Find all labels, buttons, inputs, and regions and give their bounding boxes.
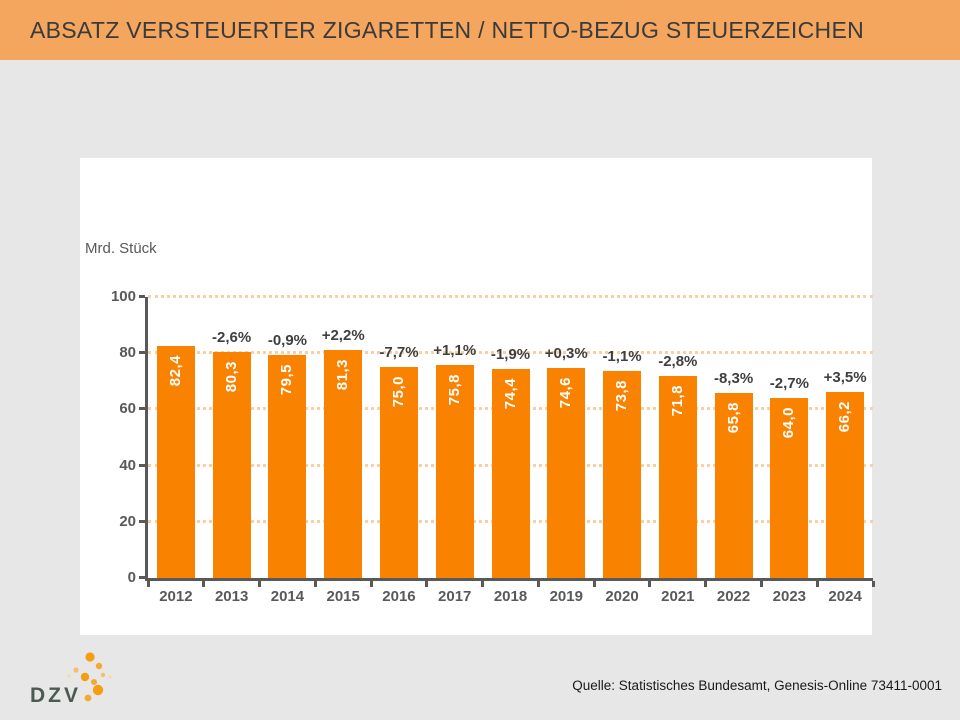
x-tick-label-2024: 2024 bbox=[828, 588, 862, 605]
pct-change-2022: -8,3% bbox=[713, 370, 754, 388]
pct-change-2018: -1,9% bbox=[490, 345, 531, 363]
bar-value-2021: 71,8 bbox=[668, 385, 686, 417]
plot-area: 0 20 40 60 80 100 82,4 2012 80,3 -2,6% 2013 79,5 -0,… bbox=[111, 288, 875, 605]
x-tick-mark-6 bbox=[481, 581, 485, 587]
y-tick-mark-100 bbox=[139, 295, 145, 298]
pct-change-2013: -2,6% bbox=[212, 329, 252, 347]
bar-2015: 81,3 bbox=[324, 349, 363, 578]
bar-2024: 66,2 bbox=[826, 391, 865, 578]
bar-value-2015: 81,3 bbox=[334, 358, 352, 390]
pct-change-2014: -0,9% bbox=[267, 331, 308, 349]
bar-value-2017: 75,8 bbox=[445, 374, 463, 406]
chart-panel: Mrd. Stück 0 20 40 60 80 100 82,4 2012 80,3 -2,6%… bbox=[80, 158, 875, 635]
bar-2019: 74,6 bbox=[547, 368, 586, 578]
gridline-100 bbox=[148, 295, 873, 298]
x-tick-label-2014: 2014 bbox=[270, 588, 305, 605]
bar-value-2019: 74,6 bbox=[557, 377, 575, 409]
y-tick-label-80: 80 bbox=[119, 344, 136, 362]
x-tick-label-2016: 2016 bbox=[382, 588, 416, 605]
bar-value-2020: 73,8 bbox=[613, 379, 631, 411]
pct-change-2021: -2,8% bbox=[658, 353, 698, 371]
page-title: ABSATZ VERSTEUERTER ZIGARETTEN / NETTO-B… bbox=[30, 16, 864, 43]
x-tick-mark-12 bbox=[815, 581, 819, 587]
x-tick-label-2019: 2019 bbox=[549, 588, 583, 605]
pct-change-2020: -1,1% bbox=[602, 347, 642, 365]
x-tick-label-2012: 2012 bbox=[159, 588, 193, 605]
bar-2014: 79,5 bbox=[268, 354, 307, 578]
bar-2021: 71,8 bbox=[658, 376, 697, 578]
x-tick-mark-10 bbox=[704, 581, 708, 587]
bar-2018: 74,4 bbox=[491, 368, 530, 578]
y-axis-unit-label: Mrd. Stück bbox=[85, 240, 157, 257]
y-tick-mark-60 bbox=[139, 407, 145, 411]
bar-value-2016: 75,0 bbox=[389, 376, 407, 408]
x-tick-label-2018: 2018 bbox=[493, 588, 528, 605]
bar-2023: 64,0 bbox=[770, 398, 809, 578]
x-tick-label-2017: 2017 bbox=[438, 588, 472, 605]
y-tick-mark-0 bbox=[139, 576, 145, 579]
bar-value-2023: 64,0 bbox=[780, 407, 798, 439]
x-tick-mark-2 bbox=[258, 581, 262, 587]
x-tick-mark-9 bbox=[648, 581, 652, 587]
header-banner: ABSATZ VERSTEUERTER ZIGARETTEN / NETTO-B… bbox=[0, 0, 960, 60]
y-tick-label-100: 100 bbox=[110, 288, 136, 305]
x-tick-mark-13 bbox=[871, 581, 875, 587]
x-tick-label-2022: 2022 bbox=[716, 588, 751, 605]
y-tick-label-20: 20 bbox=[119, 512, 136, 530]
pct-change-2019: +0,3% bbox=[544, 345, 588, 363]
x-tick-mark-8 bbox=[592, 581, 596, 587]
x-tick-label-2023: 2023 bbox=[772, 588, 807, 605]
x-tick-label-2021: 2021 bbox=[661, 588, 695, 605]
pct-change-2017: +1,1% bbox=[433, 342, 477, 360]
bar-2022: 65,8 bbox=[714, 393, 753, 578]
x-tick-label-2015: 2015 bbox=[326, 588, 360, 605]
x-tick-mark-1 bbox=[202, 581, 206, 587]
x-tick-mark-4 bbox=[369, 581, 373, 587]
y-tick-mark-80 bbox=[139, 351, 145, 355]
pct-change-2015: +2,2% bbox=[321, 326, 365, 344]
x-tick-mark-11 bbox=[759, 581, 763, 587]
y-tick-mark-20 bbox=[139, 519, 145, 523]
x-tick-mark-0 bbox=[146, 581, 150, 587]
source-citation: Quelle: Statistisches Bundesamt, Genesis… bbox=[572, 678, 942, 693]
y-tick-mark-40 bbox=[139, 463, 145, 467]
x-tick-mark-3 bbox=[313, 581, 317, 587]
bar-value-2013: 80,3 bbox=[222, 361, 240, 393]
dzv-logo-text: DZV bbox=[30, 684, 81, 707]
x-tick-mark-7 bbox=[536, 581, 540, 587]
gridline-80 bbox=[148, 351, 873, 355]
y-tick-label-60: 60 bbox=[119, 400, 136, 418]
x-tick-label-2013: 2013 bbox=[214, 588, 249, 605]
x-tick-label-2020: 2020 bbox=[605, 588, 639, 605]
bar-2016: 75,0 bbox=[379, 367, 418, 578]
bar-2013: 80,3 bbox=[212, 352, 251, 578]
dzv-logo: DZV bbox=[26, 643, 156, 717]
bar-value-2012: 82,4 bbox=[166, 355, 184, 387]
bar-2020: 73,8 bbox=[603, 370, 642, 578]
y-tick-label-0: 0 bbox=[127, 569, 136, 586]
bar-2017: 75,8 bbox=[435, 365, 474, 578]
dzv-dots-icon bbox=[67, 652, 112, 702]
y-tick-label-40: 40 bbox=[119, 456, 136, 474]
bar-2012: 82,4 bbox=[156, 346, 195, 578]
pct-change-2024: +3,5% bbox=[823, 368, 867, 386]
bar-value-2018: 74,4 bbox=[501, 377, 519, 410]
bar-value-2022: 65,8 bbox=[724, 402, 742, 434]
bar-value-2014: 79,5 bbox=[278, 363, 296, 395]
bar-value-2024: 66,2 bbox=[836, 400, 854, 433]
x-tick-mark-5 bbox=[425, 581, 429, 587]
pct-change-2016: -7,7% bbox=[379, 344, 419, 362]
pct-change-2023: -2,7% bbox=[769, 375, 809, 393]
